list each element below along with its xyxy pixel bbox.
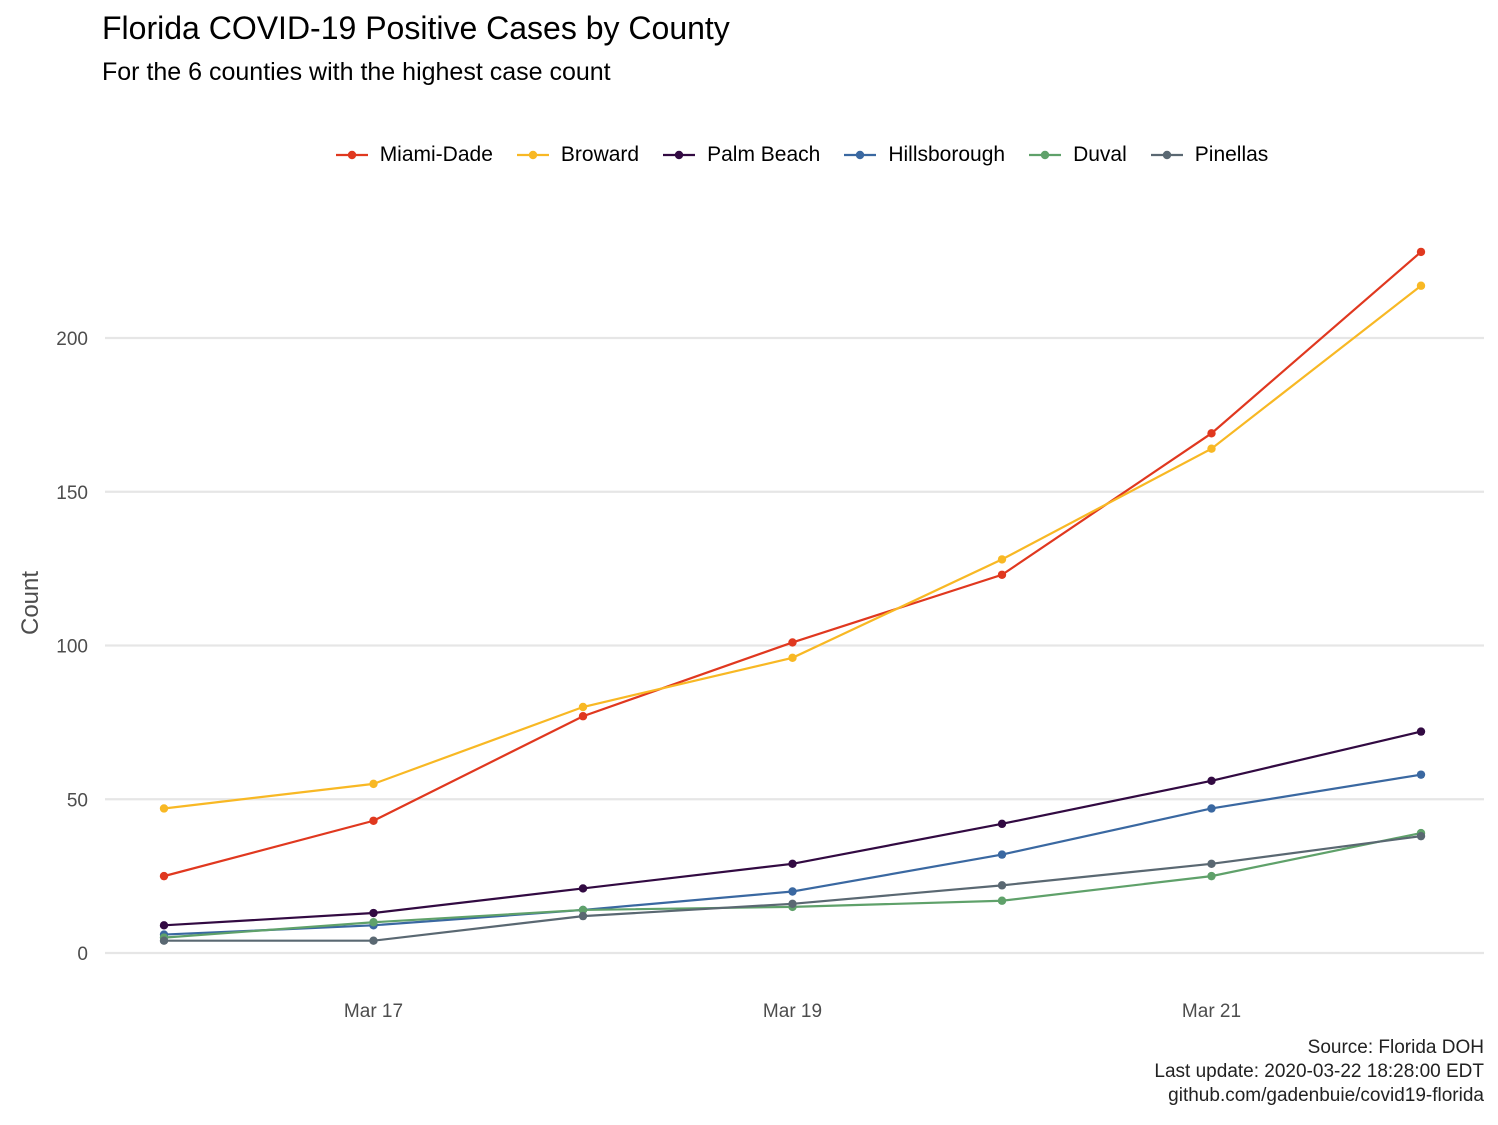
data-point — [1207, 859, 1216, 869]
y-tick-label: 100 — [56, 637, 88, 658]
legend-label: Miami-Dade — [379, 143, 493, 166]
data-point — [578, 702, 588, 712]
chart-subtitle: For the 6 counties with the highest case… — [102, 58, 611, 86]
legend-key — [1150, 150, 1183, 160]
data-point — [159, 936, 169, 945]
data-point — [159, 871, 169, 881]
data-point — [1207, 871, 1216, 881]
y-tick-label: 0 — [77, 944, 88, 965]
legend-item: Hillsborough — [842, 143, 1005, 167]
legend-item: Miami-Dade — [334, 143, 493, 167]
data-point — [997, 555, 1007, 564]
data-point — [997, 896, 1007, 905]
y-tick-label: 150 — [56, 483, 88, 504]
data-point — [1416, 247, 1426, 257]
caption-last-update: Last update: 2020-03-22 18:28:00 EDT — [1154, 1061, 1484, 1082]
data-point — [369, 779, 378, 789]
data-point — [369, 936, 378, 945]
data-point — [369, 816, 378, 825]
legend-item: Broward — [515, 143, 639, 167]
data-point — [159, 921, 169, 930]
legend-item: Pinellas — [1149, 143, 1269, 167]
legend-key — [1029, 150, 1062, 160]
data-point — [1207, 776, 1216, 785]
data-point — [1207, 429, 1216, 438]
chart-legend: Miami-Dade Broward Palm Beach Hillsborough D… — [0, 138, 1498, 172]
data-point — [1416, 727, 1426, 736]
legend-label: Hillsborough — [888, 143, 1006, 166]
data-point — [1416, 831, 1426, 841]
series-line-duval — [163, 831, 1422, 939]
data-point — [997, 881, 1007, 890]
data-point — [788, 638, 797, 647]
data-point — [578, 884, 588, 893]
data-point — [578, 712, 588, 721]
series-line-miami-dade — [163, 251, 1422, 878]
data-point — [997, 819, 1007, 829]
data-point — [997, 850, 1007, 859]
data-point — [788, 859, 797, 869]
data-point — [1207, 804, 1216, 813]
legend-key — [844, 150, 877, 160]
data-point — [788, 887, 797, 896]
legend-key — [335, 150, 368, 160]
legend-key — [663, 150, 696, 160]
data-point — [159, 804, 169, 813]
data-point — [1416, 281, 1426, 290]
data-point — [1207, 444, 1216, 453]
y-tick-label: 200 — [56, 329, 88, 350]
x-tick-label: Mar 17 — [344, 1001, 403, 1022]
legend-label: Broward — [560, 143, 640, 166]
legend-item: Palm Beach — [661, 143, 820, 167]
data-point — [369, 908, 378, 918]
chart-title: Florida COVID-19 Positive Cases by Count… — [102, 10, 730, 46]
data-point — [788, 899, 797, 908]
x-tick-label: Mar 19 — [763, 1001, 822, 1022]
legend-label: Palm Beach — [707, 143, 821, 166]
caption-source: Source: Florida DOH — [1307, 1037, 1484, 1058]
chart-caption: Source: Florida DOH Last update: 2020-03… — [1154, 1036, 1484, 1108]
legend-label: Duval — [1073, 143, 1127, 166]
data-point — [1416, 770, 1426, 779]
data-point — [578, 905, 588, 915]
legend-item: Duval — [1027, 143, 1127, 167]
series-line-palm-beach — [163, 730, 1422, 927]
x-tick-label: Mar 21 — [1182, 1001, 1241, 1022]
series-line-broward — [163, 284, 1422, 810]
data-point — [788, 653, 797, 662]
y-tick-label: 50 — [67, 790, 88, 811]
data-point — [369, 918, 378, 927]
data-point — [578, 911, 588, 921]
data-point — [997, 570, 1007, 579]
y-axis-label: Count — [17, 571, 44, 635]
legend-key — [516, 150, 549, 160]
legend-label: Pinellas — [1194, 143, 1269, 166]
caption-repo: github.com/gadenbuie/covid19-florida — [1168, 1085, 1484, 1106]
